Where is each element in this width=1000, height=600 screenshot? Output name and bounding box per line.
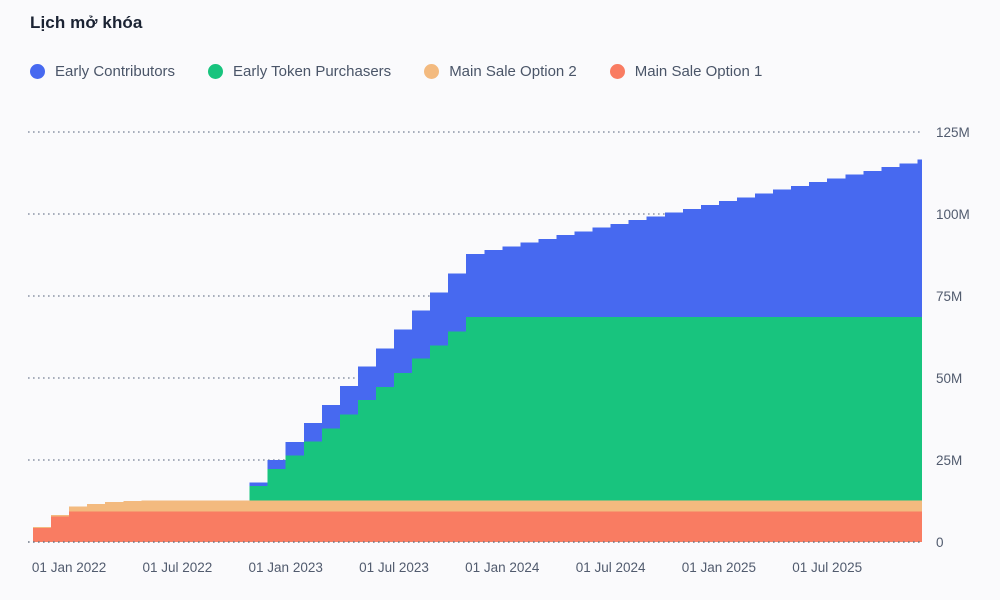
x-tick-01-jan-2023: 01 Jan 2023 (249, 560, 323, 575)
y-tick-125M: 125M (936, 125, 970, 140)
x-tick-01-jan-2024: 01 Jan 2024 (465, 560, 540, 575)
legend-item-main-sale-option-2[interactable]: Main Sale Option 2 (424, 63, 577, 80)
y-tick-50M: 50M (936, 371, 962, 386)
area-early-token-purchasers (33, 317, 922, 542)
x-tick-01-jan-2025: 01 Jan 2025 (682, 560, 756, 575)
x-tick-01-jul-2022: 01 Jul 2022 (142, 560, 212, 575)
chart-title: Lịch mở khóa (30, 13, 143, 32)
main-sale-option-1-swatch-icon (609, 64, 625, 79)
legend-label: Main Sale Option 1 (634, 63, 763, 80)
legend-label: Early Contributors (55, 63, 176, 80)
x-tick-01-jan-2022: 01 Jan 2022 (32, 560, 106, 575)
x-tick-01-jul-2024: 01 Jul 2024 (576, 560, 646, 575)
legend-item-main-sale-option-1[interactable]: Main Sale Option 1 (609, 63, 763, 80)
y-tick-25M: 25M (936, 453, 962, 468)
early-token-purchasers-swatch-icon (208, 64, 224, 79)
legend-label: Early Token Purchasers (233, 63, 392, 80)
legend-item-early-token-purchasers[interactable]: Early Token Purchasers (208, 63, 391, 80)
legend-item-early-contributors[interactable]: Early Contributors (30, 63, 175, 80)
y-tick-0: 0 (936, 535, 944, 550)
area-main-sale-option-1 (33, 511, 922, 542)
main-sale-option-2-swatch-icon (424, 64, 440, 79)
chart-legend: Early Contributors Early Token Purchasers… (30, 63, 762, 80)
x-tick-01-jul-2025: 01 Jul 2025 (792, 560, 862, 575)
y-tick-100M: 100M (936, 207, 970, 222)
early-contributors-swatch-icon (30, 64, 45, 79)
legend-label: Main Sale Option 2 (449, 63, 577, 80)
y-tick-75M: 75M (936, 289, 962, 304)
x-tick-01-jul-2023: 01 Jul 2023 (359, 560, 429, 575)
